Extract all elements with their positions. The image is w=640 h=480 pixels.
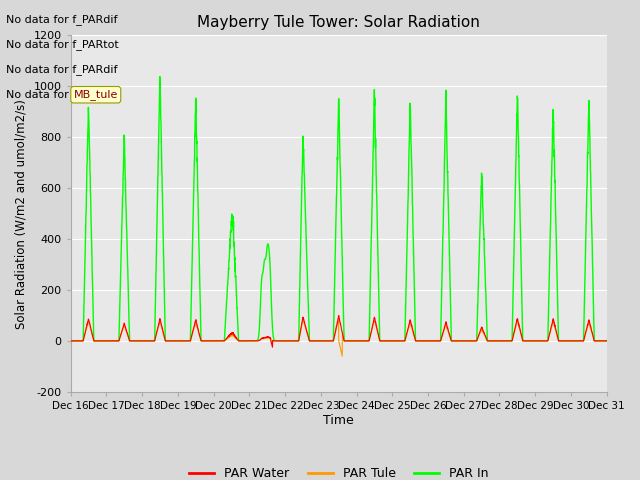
- Y-axis label: Solar Radiation (W/m2 and umol/m2/s): Solar Radiation (W/m2 and umol/m2/s): [15, 98, 28, 328]
- X-axis label: Time: Time: [323, 414, 354, 427]
- Text: MB_tule: MB_tule: [74, 89, 118, 100]
- Text: No data for f_PARtot: No data for f_PARtot: [6, 39, 119, 50]
- Text: No data for f_PARdif: No data for f_PARdif: [6, 14, 118, 25]
- Legend: PAR Water, PAR Tule, PAR In: PAR Water, PAR Tule, PAR In: [184, 462, 494, 480]
- Text: No data for f_PARdif: No data for f_PARdif: [6, 64, 118, 75]
- Title: Mayberry Tule Tower: Solar Radiation: Mayberry Tule Tower: Solar Radiation: [197, 15, 480, 30]
- Text: No data for f_PARtot: No data for f_PARtot: [6, 89, 119, 100]
